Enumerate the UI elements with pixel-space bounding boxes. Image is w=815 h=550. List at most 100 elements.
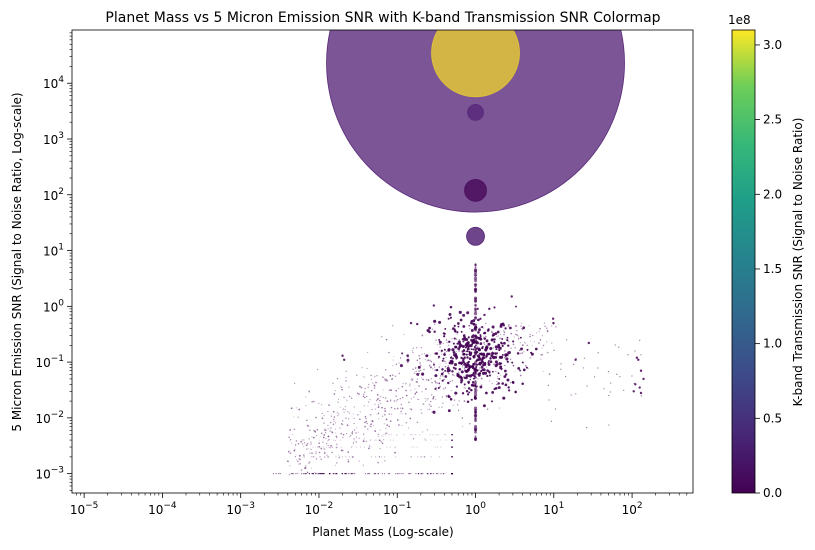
scatter-point: [451, 446, 453, 448]
scatter-point: [637, 358, 640, 361]
scatter-point: [352, 441, 354, 443]
scatter-point: [480, 366, 484, 369]
scatter-point: [369, 413, 372, 416]
scatter-point: [491, 334, 494, 337]
scatter-point: [498, 349, 501, 352]
scatter-point: [458, 338, 461, 341]
scatter-point: [319, 456, 321, 458]
scatter-point: [541, 353, 544, 356]
scatter-point: [428, 330, 431, 334]
scatter-point: [385, 434, 387, 436]
scatter-point: [337, 415, 339, 417]
scatter-point: [313, 456, 315, 458]
scatter-point: [443, 332, 446, 335]
scatter-point: [357, 431, 359, 433]
scatter-point: [517, 366, 521, 370]
scatter-point: [448, 354, 450, 356]
scatter-point: [520, 347, 523, 351]
scatter-point: [340, 386, 343, 388]
scatter-point: [462, 392, 464, 394]
scatter-point: [511, 381, 515, 384]
scatter-point: [451, 434, 453, 436]
scatter-point: [443, 353, 446, 356]
plot-frame: [71, 29, 694, 494]
scatter-point: [451, 341, 453, 343]
scatter-point: [481, 346, 484, 350]
scatter-point: [502, 329, 505, 332]
scatter-point: [396, 407, 399, 410]
scatter-point: [526, 344, 529, 347]
scatter-point: [377, 435, 379, 437]
scatter-point: [329, 447, 331, 449]
scatter-point: [477, 318, 480, 322]
scatter-point: [474, 373, 477, 376]
scatter-point: [497, 347, 500, 350]
colorbar-axis: 0.00.51.01.52.02.53.0: [755, 38, 782, 500]
scatter-point: [401, 413, 403, 415]
scatter-point: [383, 423, 385, 425]
scatter-point: [384, 378, 386, 380]
scatter-point: [457, 331, 459, 333]
scatter-point: [474, 328, 477, 332]
scatter-point: [299, 458, 301, 461]
scatter-point: [497, 377, 499, 380]
scatter-point: [362, 439, 364, 441]
scatter-point: [314, 471, 316, 474]
scatter-point: [474, 419, 477, 423]
scatter-point: [451, 456, 453, 458]
scatter-point: [410, 389, 412, 391]
scatter-point: [439, 439, 441, 441]
scatter-point: [306, 444, 308, 447]
scatter-point: [451, 446, 453, 448]
scatter-point: [370, 439, 372, 441]
scatter-point: [347, 460, 350, 463]
scatter-point: [287, 460, 289, 463]
scatter-point: [489, 380, 491, 382]
scatter-point: [371, 409, 373, 411]
scatter-point: [451, 446, 453, 448]
scatter-point: [491, 330, 493, 332]
scatter-point: [451, 456, 453, 458]
scatter-point: [491, 370, 494, 373]
scatter-point: [539, 327, 541, 330]
scatter-point: [442, 388, 445, 390]
scatter-point: [474, 430, 477, 434]
scatter-point: [560, 368, 562, 370]
chart-title: Planet Mass vs 5 Micron Emission SNR wit…: [105, 10, 660, 26]
scatter-point: [474, 381, 477, 385]
scatter-point: [451, 434, 453, 436]
scatter-point: [479, 362, 482, 365]
scatter-point: [476, 363, 479, 366]
scatter-point: [352, 442, 354, 444]
scatter-point: [453, 324, 456, 327]
scatter-point: [295, 473, 297, 475]
scatter-point: [475, 344, 477, 347]
scatter-point: [289, 429, 292, 431]
scatter-point: [378, 456, 380, 458]
scatter-point: [461, 381, 463, 383]
scatter-point: [318, 451, 321, 454]
scatter-point: [462, 352, 466, 356]
scatter-point: [403, 434, 405, 436]
scatter-point: [405, 394, 408, 397]
scatter-point: [451, 456, 453, 458]
scatter-point: [355, 446, 357, 448]
scatter-point: [451, 439, 453, 441]
scatter-point: [484, 371, 488, 375]
scatter-point: [451, 456, 453, 458]
scatter-point: [451, 456, 453, 458]
scatter-point: [444, 365, 447, 368]
scatter-point: [485, 354, 488, 357]
scatter-point: [451, 446, 453, 448]
scatter-point: [344, 473, 346, 475]
scatter-point: [451, 456, 453, 458]
scatter-point: [320, 458, 323, 461]
scatter-point: [315, 446, 317, 448]
scatter-point: [441, 379, 444, 382]
scatter-point: [498, 377, 501, 380]
scatter-point: [618, 346, 620, 348]
scatter-point: [422, 431, 424, 433]
scatter-point: [433, 362, 435, 364]
scatter-point: [451, 446, 453, 448]
scatter-point: [462, 325, 466, 328]
